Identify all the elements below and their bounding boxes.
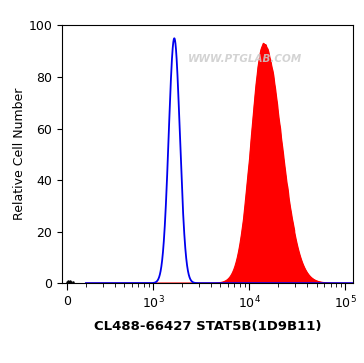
Y-axis label: Relative Cell Number: Relative Cell Number <box>12 88 25 220</box>
X-axis label: CL488-66427 STAT5B(1D9B11): CL488-66427 STAT5B(1D9B11) <box>94 320 321 333</box>
Text: WWW.PTGLAB.COM: WWW.PTGLAB.COM <box>188 54 302 64</box>
